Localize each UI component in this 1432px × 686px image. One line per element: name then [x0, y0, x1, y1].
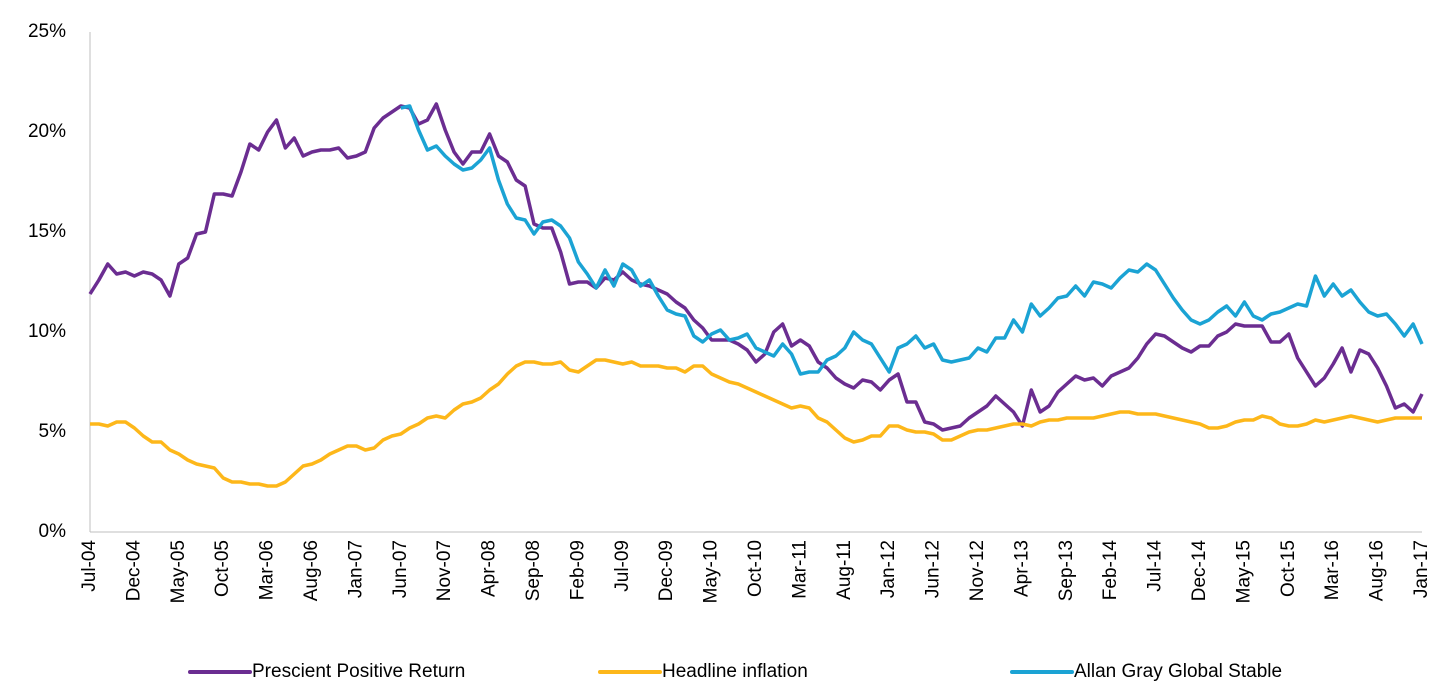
x-tick-label: Feb-09	[567, 540, 588, 600]
x-tick-label: Jun-12	[923, 540, 944, 598]
legend-label: Prescient Positive Return	[252, 661, 465, 682]
x-tick-label: Oct-05	[212, 540, 233, 597]
x-tick-label: Nov-12	[967, 540, 988, 601]
x-tick-label: May-15	[1233, 540, 1254, 603]
x-tick-label: Aug-06	[301, 540, 322, 601]
legend-item: Headline inflation	[598, 661, 808, 682]
x-tick-label: Dec-09	[656, 540, 677, 601]
x-tick-label: Nov-07	[434, 540, 455, 601]
y-tick-label: 25%	[28, 21, 66, 42]
x-tick-label: Jan-17	[1411, 540, 1432, 598]
y-tick-label: 15%	[28, 221, 66, 242]
series-line	[400, 104, 1424, 376]
x-tick-label: Jun-07	[390, 540, 411, 598]
series-line	[90, 358, 1422, 488]
x-tick-label: Oct-10	[745, 540, 766, 597]
x-tick-label: Jul-09	[612, 540, 633, 592]
legend-item: Allan Gray Global Stable	[1010, 661, 1282, 682]
y-tick-label: 5%	[39, 421, 67, 442]
y-tick-label: 10%	[28, 321, 66, 342]
x-tick-label: Sep-13	[1056, 540, 1077, 601]
x-tick-label: May-05	[168, 540, 189, 603]
x-tick-label: Oct-15	[1278, 540, 1299, 597]
x-tick-label: Mar-11	[789, 540, 810, 599]
x-tick-label: Apr-08	[479, 540, 500, 597]
x-tick-label: Mar-16	[1322, 540, 1343, 600]
legend-item: Prescient Positive Return	[188, 661, 465, 682]
x-tick-label: Feb-14	[1100, 540, 1121, 601]
y-tick-label: 0%	[39, 521, 67, 542]
x-tick-label: Sep-08	[523, 540, 544, 601]
x-tick-label: Dec-04	[123, 540, 144, 602]
legend-label: Headline inflation	[662, 661, 808, 682]
y-tick-label: 20%	[28, 121, 66, 142]
x-tick-label: May-10	[701, 540, 722, 603]
series-line	[88, 102, 1424, 432]
x-tick-label: Jul-14	[1145, 540, 1166, 592]
x-tick-label: Mar-06	[257, 540, 278, 600]
x-tick-label: Aug-11	[834, 540, 855, 600]
x-tick-label: Jan-12	[878, 540, 899, 598]
x-tick-label: Aug-16	[1367, 540, 1388, 601]
x-tick-label: Jul-04	[79, 540, 100, 592]
x-tick-label: Apr-13	[1011, 540, 1032, 597]
legend-label: Allan Gray Global Stable	[1074, 661, 1282, 682]
x-tick-label: Jan-07	[345, 540, 366, 598]
x-tick-label: Dec-14	[1189, 540, 1210, 602]
